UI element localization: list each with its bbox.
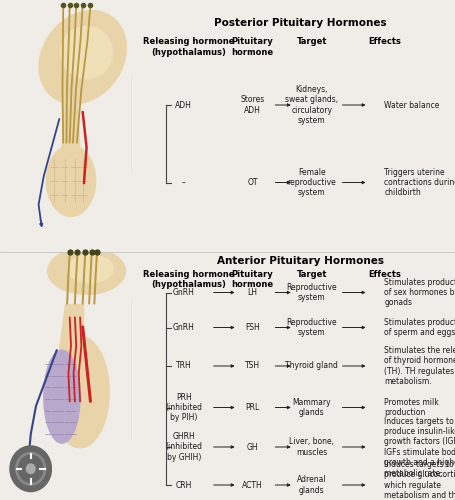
Text: PRH
(inhibited
by PIH): PRH (inhibited by PIH) (165, 392, 202, 422)
Ellipse shape (68, 255, 113, 282)
Ellipse shape (39, 10, 126, 104)
Text: Reproductive
system: Reproductive system (286, 318, 337, 337)
Text: OT: OT (247, 178, 258, 187)
Text: Thyroid gland: Thyroid gland (285, 362, 338, 370)
Text: FSH: FSH (245, 323, 260, 332)
Text: CRH: CRH (176, 480, 192, 490)
Circle shape (10, 446, 51, 492)
Text: Pituitary
hormone: Pituitary hormone (232, 38, 273, 57)
Text: Stimulates the release
of thyroid hormone
(TH). TH regulates
metabolism.: Stimulates the release of thyroid hormon… (384, 346, 455, 386)
Text: TRH: TRH (176, 362, 192, 370)
Ellipse shape (44, 350, 80, 443)
Text: Reproductive
system: Reproductive system (286, 283, 337, 302)
Text: GHRH
(inhibited
by GHIH): GHRH (inhibited by GHIH) (165, 432, 202, 462)
Text: ACTH: ACTH (242, 480, 263, 490)
Text: Pituitary
hormone: Pituitary hormone (232, 270, 273, 289)
Polygon shape (59, 304, 83, 350)
Text: Induces targets to
produce insulin-like
growth factors (IGF).
IGFs stimulate bod: Induces targets to produce insulin-like … (384, 416, 455, 478)
Text: Releasing hormone
(hypothalamus): Releasing hormone (hypothalamus) (143, 38, 235, 57)
Text: TSH: TSH (245, 362, 260, 370)
Text: Female
reproductive
system: Female reproductive system (287, 168, 336, 198)
Text: –: – (182, 178, 186, 187)
Text: GH: GH (247, 442, 258, 452)
Circle shape (26, 464, 35, 473)
Text: GnRH: GnRH (173, 323, 195, 332)
Text: Releasing hormone
(hypothalamus): Releasing hormone (hypothalamus) (143, 270, 235, 289)
Ellipse shape (48, 248, 126, 294)
Text: Target: Target (296, 38, 327, 46)
Text: Adrenal
glands: Adrenal glands (297, 476, 327, 494)
Text: Posterior Pituitary Hormones: Posterior Pituitary Hormones (214, 18, 387, 28)
Text: Induces targets to
produce glucocorticoids,
which regulate
metabolism and the
st: Induces targets to produce glucocorticoi… (384, 460, 455, 500)
Ellipse shape (61, 26, 112, 78)
Text: Stimulates production
of sperm and eggs: Stimulates production of sperm and eggs (384, 318, 455, 337)
Text: ADH: ADH (175, 100, 192, 110)
Text: Triggers uterine
contractions during
childbirth: Triggers uterine contractions during chi… (384, 168, 455, 198)
Text: Mammary
glands: Mammary glands (293, 398, 331, 417)
Text: Effects: Effects (368, 38, 401, 46)
Text: Water balance: Water balance (384, 100, 440, 110)
Text: Effects: Effects (368, 270, 401, 279)
Text: Target: Target (296, 270, 327, 279)
Text: LH: LH (248, 288, 258, 297)
Text: Promotes milk
production: Promotes milk production (384, 398, 439, 417)
Text: GnRH: GnRH (173, 288, 195, 297)
Text: PRL: PRL (245, 403, 260, 412)
Ellipse shape (51, 336, 109, 448)
Text: Kidneys,
sweat glands,
circulatory
system: Kidneys, sweat glands, circulatory syste… (285, 85, 338, 125)
Text: Stimulates production
of sex hormones by
gonads: Stimulates production of sex hormones by… (384, 278, 455, 308)
Text: Liver, bone,
muscles: Liver, bone, muscles (289, 438, 334, 456)
Polygon shape (62, 100, 80, 152)
Text: Anterior Pituitary Hormones: Anterior Pituitary Hormones (217, 256, 384, 266)
Text: Stores
ADH: Stores ADH (240, 96, 265, 114)
Ellipse shape (46, 145, 96, 216)
